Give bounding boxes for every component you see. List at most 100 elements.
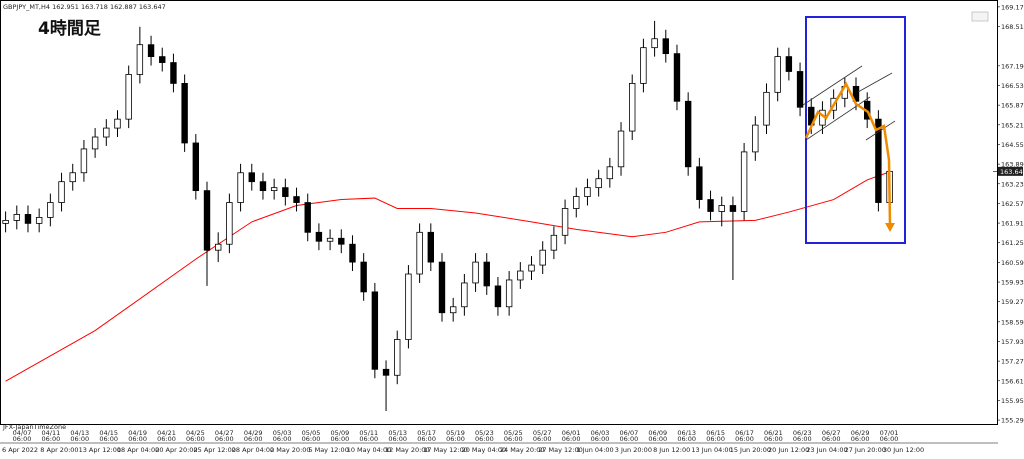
- candle-body: [181, 83, 188, 144]
- candle-body: [147, 44, 155, 58]
- x-tick-label: 2 May 20:00: [270, 446, 310, 454]
- time-hour-label: 06:00: [302, 435, 321, 443]
- y-tick-label: 163.890: [1001, 161, 1024, 169]
- x-tick-label: 3 Jun 20:00: [615, 446, 652, 454]
- candle-body: [774, 56, 781, 93]
- candle-body: [539, 249, 546, 266]
- candle-body: [617, 130, 625, 168]
- x-tick-label: 18 Apr 04:00: [117, 446, 159, 454]
- time-hour-label: 06:00: [99, 435, 118, 443]
- candle-body: [170, 62, 177, 84]
- candle-body: [640, 47, 647, 84]
- time-date-label: 04/13: [70, 429, 89, 437]
- chart-title: 4時間足: [38, 18, 101, 39]
- time-hour-label: 06:00: [244, 435, 263, 443]
- y-tick-label: 165.210: [1001, 121, 1024, 129]
- time-date-label: 06/15: [706, 429, 725, 437]
- time-date-label: 07/01: [880, 429, 899, 437]
- candle-body: [629, 83, 636, 132]
- candle-body: [494, 285, 502, 308]
- candle-body: [785, 56, 793, 72]
- y-tick-label: 155.295: [1001, 417, 1024, 425]
- x-tick-label: 27 May 12:00: [538, 446, 583, 454]
- last-price-label: 163.647: [1000, 168, 1024, 176]
- time-date-label: 06/13: [677, 429, 696, 437]
- candle-body: [270, 187, 278, 192]
- time-date-label: 05/11: [359, 429, 378, 437]
- candle-body: [114, 118, 121, 129]
- x-tick-label: 30 Jun 12:00: [883, 446, 924, 454]
- candle-body: [371, 291, 379, 370]
- candle-body: [394, 339, 401, 376]
- time-hour-label: 06:00: [706, 435, 725, 443]
- highlight-box: [805, 16, 906, 244]
- candle-body: [103, 127, 110, 138]
- time-date-label: 05/03: [273, 429, 292, 437]
- candle-body: [192, 142, 200, 192]
- y-tick-label: 161.250: [1001, 239, 1024, 247]
- time-date-label: 05/13: [388, 429, 407, 437]
- candle-body: [338, 237, 345, 245]
- candle-body: [875, 118, 882, 203]
- x-tick-label: 23 Jun 04:00: [806, 446, 847, 454]
- candle-body: [472, 261, 479, 284]
- time-hour-label: 06:00: [186, 435, 205, 443]
- time-date-label: 04/11: [42, 429, 61, 437]
- ma-button[interactable]: [971, 11, 989, 22]
- time-hour-label: 06:00: [880, 435, 899, 443]
- x-tick-label: 17 May 12:00: [423, 446, 468, 454]
- y-tick-label: 159.930: [1001, 279, 1024, 287]
- candle-body: [136, 44, 144, 75]
- time-date-label: 06/07: [620, 429, 639, 437]
- candle-body: [47, 202, 54, 218]
- time-date-label: 04/21: [157, 429, 176, 437]
- candle-body: [282, 187, 289, 197]
- candle-body: [505, 279, 513, 308]
- time-hour-label: 06:00: [822, 435, 841, 443]
- time-hour-label: 06:00: [648, 435, 667, 443]
- candle-body: [573, 196, 580, 209]
- candle-body: [752, 124, 759, 153]
- header: GBPJPY_MT,H4 162.951 163.718 162.887 163…: [3, 3, 166, 11]
- y-tick-label: 156.615: [1001, 377, 1024, 385]
- time-date-label: 06/27: [822, 429, 841, 437]
- candle-body: [293, 196, 300, 203]
- candle-body: [382, 368, 390, 376]
- time-date-label: 04/07: [13, 429, 32, 437]
- time-hour-label: 06:00: [851, 435, 870, 443]
- time-hour-label: 06:00: [273, 435, 292, 443]
- candle-body: [91, 136, 99, 150]
- y-tick-label: 162.570: [1001, 200, 1024, 208]
- y-tick-label: 157.935: [1001, 338, 1024, 346]
- y-tick-label: 158.595: [1001, 318, 1024, 326]
- moving-average: [5, 171, 890, 382]
- y-tick-label: 166.530: [1001, 82, 1024, 90]
- arrow-head: [885, 223, 895, 232]
- time-date-label: 05/19: [446, 429, 465, 437]
- time-date-label: 06/03: [591, 429, 610, 437]
- time-date-label: 06/09: [648, 429, 667, 437]
- time-date-label: 05/23: [475, 429, 494, 437]
- candle-body: [461, 282, 468, 308]
- candle-body: [595, 178, 602, 189]
- time-date-label: 06/29: [851, 429, 870, 437]
- x-tick-label: 20 May 04:00: [462, 446, 507, 454]
- candle-body: [159, 56, 166, 63]
- candle-body: [259, 181, 267, 192]
- time-hour-label: 06:00: [128, 435, 147, 443]
- channel-lines: [802, 65, 896, 141]
- time-date-label: 04/25: [186, 429, 205, 437]
- x-tick-label: 13 Jun 04:00: [691, 446, 732, 454]
- time-hour-label: 06:00: [793, 435, 812, 443]
- candle-body: [427, 231, 434, 263]
- x-tick-label: 8 Apr 20:00: [40, 446, 78, 454]
- candle-body: [449, 306, 457, 314]
- x-tick-label: 13 Apr 12:00: [79, 446, 121, 454]
- x-tick-label: 27 Jun 20:00: [845, 446, 886, 454]
- candle-body: [215, 243, 222, 251]
- time-hour-label: 06:00: [13, 435, 32, 443]
- candle-body: [673, 53, 681, 102]
- candle-body: [718, 205, 725, 212]
- candle-body: [304, 202, 311, 233]
